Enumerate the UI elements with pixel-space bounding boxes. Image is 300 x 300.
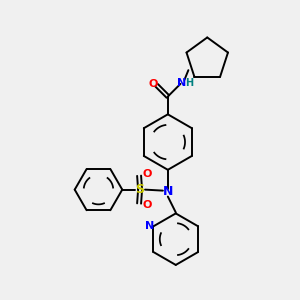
Text: N: N [163,185,173,198]
Text: N: N [177,78,186,88]
Text: S: S [136,183,145,196]
Text: O: O [149,79,158,89]
Text: O: O [142,169,152,179]
Text: H: H [185,78,194,88]
Text: O: O [142,200,152,211]
Text: N: N [145,221,154,231]
